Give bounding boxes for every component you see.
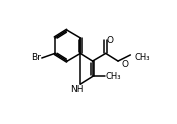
- Text: CH₃: CH₃: [106, 72, 121, 81]
- Text: CH₃: CH₃: [134, 53, 150, 62]
- Text: O: O: [122, 60, 129, 69]
- Text: Br: Br: [31, 53, 41, 62]
- Text: NH: NH: [70, 85, 83, 94]
- Text: O: O: [106, 36, 113, 45]
